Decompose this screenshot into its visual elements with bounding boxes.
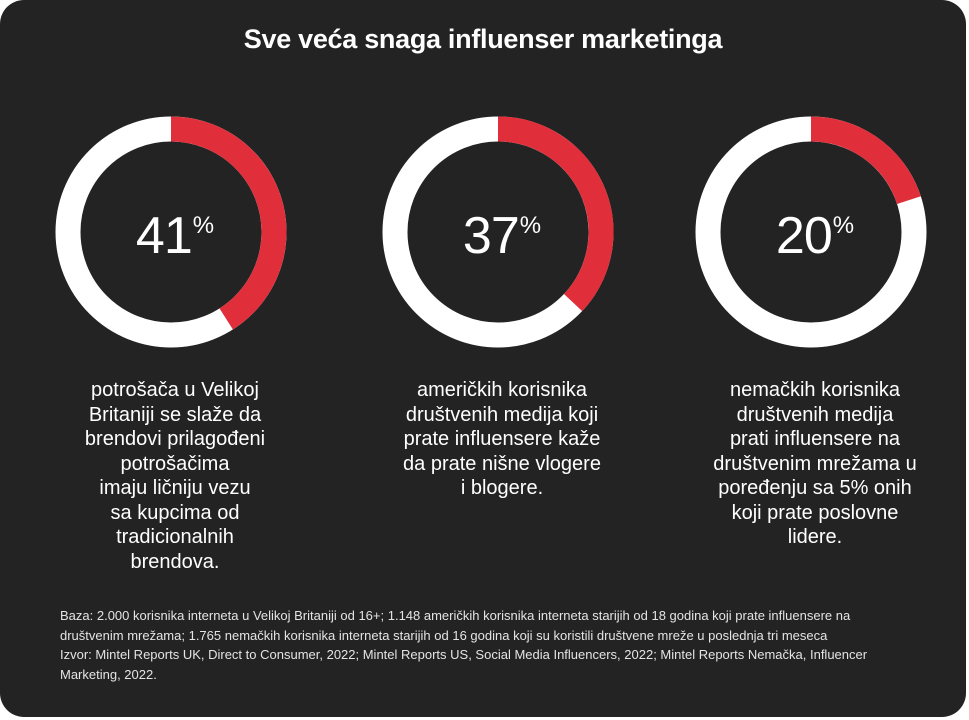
stat-de: 20% nemačkih korisnika društvenih medija… bbox=[665, 0, 965, 600]
percent-value-us: 37% bbox=[352, 206, 652, 266]
percent-sign-uk: % bbox=[193, 212, 214, 239]
description-line: potrošača u Velikoj bbox=[25, 378, 325, 403]
footnote: Baza: 2.000 korisnika interneta u Veliko… bbox=[60, 606, 940, 684]
donut-chart-de bbox=[665, 0, 965, 400]
description-line: sa kupcima od bbox=[25, 501, 325, 526]
percent-value-de: 20% bbox=[665, 206, 965, 266]
donut-arc-de bbox=[811, 129, 909, 200]
description-line: brendova. bbox=[25, 550, 325, 575]
stat-uk: 41% potrošača u Velikoj Britaniji se sla… bbox=[25, 0, 325, 600]
footnote-line: društvenim mrežama; 1.765 nemačkih koris… bbox=[60, 626, 940, 646]
description-line: tradicionalnih bbox=[25, 525, 325, 550]
description-line: poređenju sa 5% onih bbox=[665, 476, 965, 501]
percent-sign-de: % bbox=[833, 212, 854, 239]
description-line: lidere. bbox=[665, 525, 965, 550]
footnote-line: Izvor: Mintel Reports UK, Direct to Cons… bbox=[60, 645, 940, 665]
percent-number-de: 20 bbox=[776, 207, 832, 265]
percent-value-uk: 41% bbox=[25, 206, 325, 266]
description-line: potrošačima bbox=[25, 452, 325, 477]
stat-us: 37% američkih korisnika društvenih medij… bbox=[352, 0, 652, 600]
description-line: imaju ličniju vezu bbox=[25, 476, 325, 501]
description-line: da prate nišne vlogere bbox=[352, 452, 652, 477]
description-line: američkih korisnika bbox=[352, 378, 652, 403]
stat-description-uk: potrošača u Velikoj Britaniji se slaže d… bbox=[25, 378, 325, 574]
description-line: i blogere. bbox=[352, 476, 652, 501]
percent-sign-us: % bbox=[520, 212, 541, 239]
percent-number-uk: 41 bbox=[136, 207, 192, 265]
stat-description-us: američkih korisnika društvenih medija ko… bbox=[352, 378, 652, 501]
donut-chart-uk bbox=[25, 0, 325, 400]
percent-number-us: 37 bbox=[463, 207, 519, 265]
footnote-line: Baza: 2.000 korisnika interneta u Veliko… bbox=[60, 606, 940, 626]
stat-description-de: nemačkih korisnika društvenih medija pra… bbox=[665, 378, 965, 550]
description-line: prati influensere na bbox=[665, 427, 965, 452]
description-line: prate influensere kaže bbox=[352, 427, 652, 452]
description-line: nemačkih korisnika bbox=[665, 378, 965, 403]
description-line: društvenim mrežama u bbox=[665, 452, 965, 477]
description-line: društvenih medija koji bbox=[352, 403, 652, 428]
footnote-line: Marketing, 2022. bbox=[60, 665, 940, 685]
description-line: koji prate poslovne bbox=[665, 501, 965, 526]
description-line: Britaniji se slaže da bbox=[25, 403, 325, 428]
donut-chart-us bbox=[352, 0, 652, 400]
description-line: brendovi prilagođeni bbox=[25, 427, 325, 452]
description-line: društvenih medija bbox=[665, 403, 965, 428]
